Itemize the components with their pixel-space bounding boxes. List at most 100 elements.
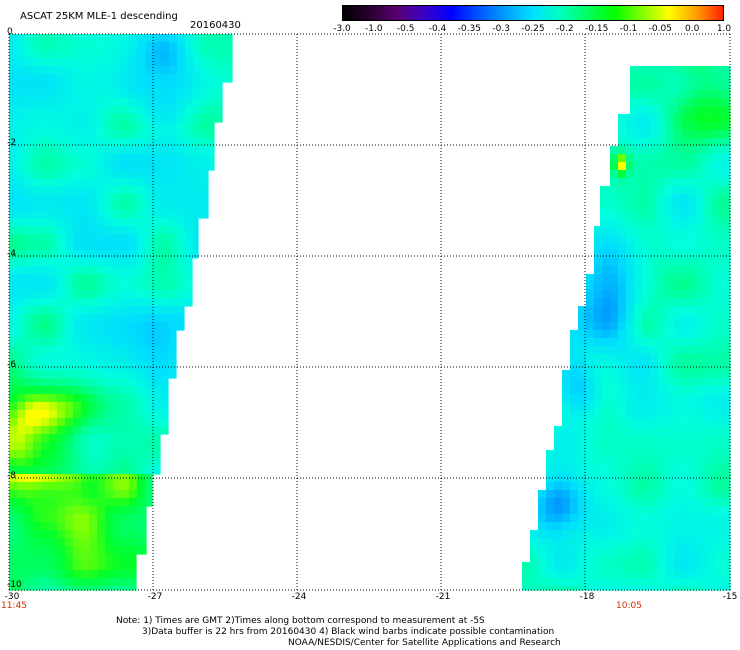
- swath-cell: [680, 186, 689, 195]
- swath-cell: [89, 490, 98, 499]
- swath-cell: [666, 578, 675, 587]
- swath-cell: [105, 554, 114, 563]
- swath-cell: [578, 338, 587, 347]
- swath-cell: [73, 418, 82, 427]
- swath-cell: [682, 546, 691, 555]
- swath-cell: [161, 394, 169, 403]
- swath-cell: [185, 50, 194, 59]
- swath-cell: [57, 434, 66, 443]
- swath-cell: [65, 218, 74, 227]
- swath-cell: [698, 178, 707, 187]
- swath-cell: [145, 90, 154, 99]
- swath-cell: [9, 570, 18, 579]
- swath-cell: [632, 210, 641, 219]
- swath-cell: [137, 122, 146, 131]
- swath-cell: [562, 410, 571, 419]
- swath-cell: [65, 154, 74, 163]
- swath-cell: [105, 146, 114, 155]
- swath-cell: [153, 34, 162, 43]
- swath-cell: [41, 506, 50, 515]
- swath-cell: [209, 58, 218, 67]
- swath-cell: [610, 498, 619, 507]
- swath-cell: [666, 338, 675, 347]
- swath-cell: [17, 434, 26, 443]
- swath-cell: [145, 354, 154, 363]
- swath-cell: [161, 362, 170, 371]
- swath-cell: [682, 386, 691, 395]
- swath-cell: [73, 146, 82, 155]
- swath-cell: [694, 106, 703, 115]
- swath-cell: [57, 394, 66, 403]
- swath-cell: [9, 554, 18, 563]
- swath-cell: [9, 314, 18, 323]
- swath-cell: [594, 346, 603, 355]
- swath-cell: [89, 578, 98, 587]
- swath-cell: [57, 546, 66, 555]
- swath-cell: [161, 426, 169, 435]
- swath-cell: [25, 298, 34, 307]
- swath-cell: [610, 562, 619, 571]
- swath-cell: [634, 314, 643, 323]
- swath-cell: [121, 554, 130, 563]
- swath-cell: [105, 290, 114, 299]
- swath-cell: [73, 178, 82, 187]
- swath-cell: [642, 434, 651, 443]
- swath-cell: [562, 370, 571, 379]
- swath-cell: [634, 362, 643, 371]
- swath-cell: [706, 266, 715, 275]
- swath-cell: [153, 466, 161, 475]
- swath-cell: [690, 554, 699, 563]
- swath-cell: [714, 482, 723, 491]
- swath-cell: [81, 538, 90, 547]
- swath-cell: [626, 562, 635, 571]
- swath-cell: [626, 386, 635, 395]
- swath-cell: [706, 250, 715, 259]
- swath-cell: [642, 522, 651, 531]
- swath-cell: [105, 210, 114, 219]
- swath-cell: [193, 250, 199, 259]
- swath-cell: [626, 570, 635, 579]
- swath-cell: [722, 290, 731, 299]
- swath-cell: [97, 338, 106, 347]
- swath-cell: [586, 578, 595, 587]
- swath-cell: [594, 426, 603, 435]
- swath-cell: [9, 546, 18, 555]
- swath-cell: [618, 322, 627, 331]
- swath-cell: [706, 394, 715, 403]
- swath-cell: [658, 354, 667, 363]
- x-label-30: -30: [4, 592, 20, 602]
- swath-cell: [586, 458, 595, 467]
- swath-cell: [608, 186, 617, 195]
- swath-cell: [698, 458, 707, 467]
- swath-cell: [662, 98, 671, 107]
- swath-cell: [161, 218, 170, 227]
- swath-cell: [714, 410, 723, 419]
- swath-cell: [153, 274, 162, 283]
- swath-cell: [113, 466, 122, 475]
- swath-cell: [97, 34, 106, 43]
- swath-cell: [57, 450, 66, 459]
- swath-cell: [89, 498, 98, 507]
- swath-cell: [666, 450, 675, 459]
- swath-cell: [129, 274, 138, 283]
- swath-cell: [9, 410, 18, 419]
- swath-cell: [602, 370, 611, 379]
- swath-cell: [714, 394, 723, 403]
- swath-cell: [634, 386, 643, 395]
- swath-cell: [41, 42, 50, 51]
- swath-cell: [670, 90, 679, 99]
- swath-cell: [9, 450, 18, 459]
- swath-cell: [690, 570, 699, 579]
- swath-cell: [642, 274, 651, 283]
- swath-cell: [714, 122, 723, 131]
- swath-cell: [89, 210, 98, 219]
- swath-cell: [714, 506, 723, 515]
- swath-cell: [626, 586, 635, 591]
- swath-cell: [81, 418, 90, 427]
- swath-cell: [81, 178, 90, 187]
- swath-cell: [49, 250, 58, 259]
- swath-cell: [610, 402, 619, 411]
- swath-cell: [137, 218, 146, 227]
- swath-cell: [161, 50, 170, 59]
- swath-cell: [698, 346, 707, 355]
